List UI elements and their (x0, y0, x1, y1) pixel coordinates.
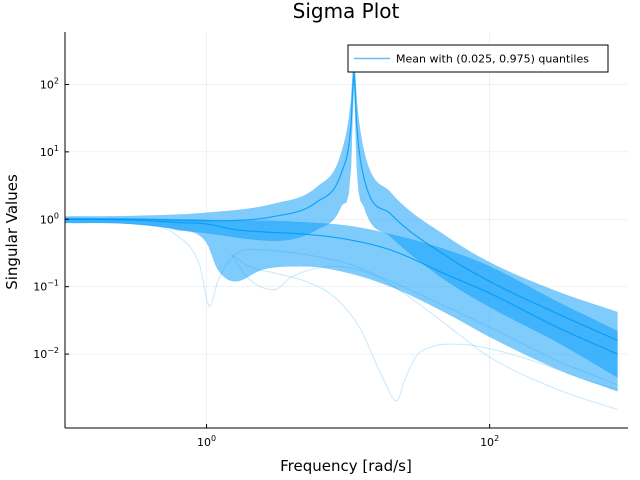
y-tick-label: 100 (40, 211, 59, 226)
y-axis-label: Singular Values (3, 174, 21, 290)
quantile-band (65, 217, 618, 392)
mean-line (65, 70, 618, 341)
ticks: 100 102 10−2 10−1 100 101 102 (33, 76, 499, 449)
sample-line (231, 254, 618, 402)
axes (64, 32, 628, 429)
x-axis-label: Frequency [rad/s] (280, 457, 412, 475)
y-tick-label: 10−1 (33, 279, 59, 294)
mean-line (65, 218, 618, 355)
y-tick-label: 102 (40, 76, 59, 91)
legend: Mean with (0.025, 0.975) quantiles (347, 44, 609, 73)
sample-line (65, 221, 618, 386)
sample-line (231, 254, 618, 411)
legend-box (347, 44, 609, 73)
x-tick-label: 100 (197, 434, 216, 449)
x-tick-label: 102 (480, 434, 499, 449)
plot-area (65, 57, 618, 411)
y-tick-label: 101 (40, 144, 59, 159)
y-tick-label: 10−2 (33, 346, 59, 361)
chart-title: Sigma Plot (293, 0, 400, 23)
legend-entry: Mean with (0.025, 0.975) quantiles (396, 53, 589, 66)
